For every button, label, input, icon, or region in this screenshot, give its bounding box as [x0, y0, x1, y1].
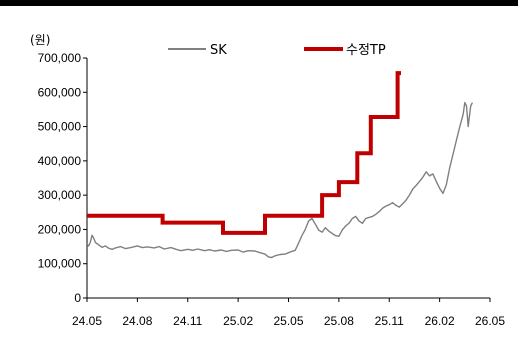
y-tick-label: 600,000 [38, 85, 82, 99]
legend: SK 수정TP [168, 43, 386, 58]
series-target-price-line [87, 71, 401, 235]
x-axis: 24.05 24.08 24.11 25.02 25.05 25.08 25.11 26.02… [72, 297, 505, 328]
y-tick-label: 700,000 [38, 51, 82, 65]
x-tick-label: 24.08 [122, 314, 152, 328]
y-tick-label: 400,000 [38, 154, 82, 168]
legend-sk-label: SK [210, 43, 227, 58]
y-tick-label: 0 [74, 291, 81, 305]
x-tick-label: 26.02 [425, 314, 455, 328]
series-area [86, 71, 474, 259]
x-tick-label: 26.05 [475, 314, 505, 328]
x-tick-label: 25.11 [375, 314, 404, 328]
x-tick-label: 25.08 [324, 314, 354, 328]
top-rule [0, 0, 518, 6]
x-tick-label: 24.05 [72, 314, 102, 328]
x-tick-label: 25.02 [223, 314, 253, 328]
x-tick-label: 24.11 [173, 314, 202, 328]
y-unit-label: (원) [30, 33, 50, 47]
legend-tp-label: 수정TP [346, 43, 386, 58]
y-axis: 700,000 600,000 500,000 400,000 300,000 200,0… [38, 51, 88, 305]
y-tick-label: 100,000 [38, 257, 82, 271]
x-tick-label: 25.05 [273, 314, 303, 328]
y-tick-label: 300,000 [38, 188, 82, 202]
y-tick-label: 200,000 [38, 222, 82, 236]
y-tick-label: 500,000 [38, 120, 82, 134]
series-sk-line [86, 101, 474, 259]
